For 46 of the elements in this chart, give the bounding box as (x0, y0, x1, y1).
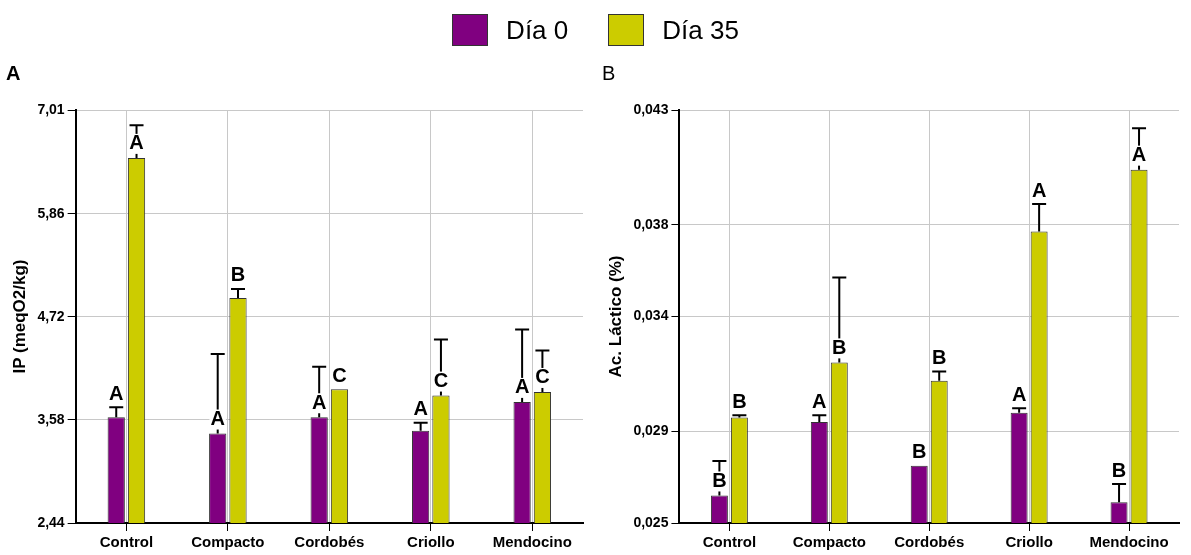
x-tick-label: Control (702, 533, 757, 551)
x-tick-label: Mendocino (492, 533, 572, 551)
data-label: B (732, 389, 747, 412)
y-axis-title: IP (meqO2/kg) (9, 259, 29, 374)
x-tick-label: Cordobés (294, 533, 365, 551)
data-label: A (210, 407, 225, 430)
data-label: C (332, 363, 347, 386)
data-label: A (514, 375, 530, 398)
y-tick-label: 5,86 (37, 204, 65, 221)
data-label: B (832, 335, 847, 358)
data-label: A (1131, 143, 1147, 166)
data-label: A (129, 131, 144, 154)
x-tick-label: Criollo (1005, 533, 1053, 551)
y-tick-label: 2,44 (37, 513, 65, 530)
y-tick-label: 3,58 (37, 410, 65, 427)
y-tick-label: 0,025 (633, 513, 669, 530)
y-tick-label: 0,038 (633, 215, 669, 232)
data-label: B (931, 346, 947, 369)
y-tick-label: 0,043 (633, 100, 669, 117)
data-label: A (413, 397, 428, 420)
data-label: B (912, 440, 927, 463)
x-tick-label: Compacto (191, 533, 265, 551)
data-label: A (311, 390, 327, 413)
data-label: A (1031, 178, 1047, 201)
chart-title: A (6, 61, 21, 84)
data-label: A (1011, 382, 1027, 405)
y-axis-title: Ac. Láctico (%) (605, 255, 625, 378)
chart-title: B (602, 61, 616, 84)
data-label: A (812, 389, 827, 412)
legend-label: Día 35 (662, 14, 739, 46)
x-tick-label: Compacto (792, 533, 866, 551)
data-label: B (1111, 458, 1127, 481)
x-tick-label: Control (99, 533, 154, 551)
x-tick-label: Mendocino (1089, 533, 1169, 551)
x-tick-label: Cordobés (894, 533, 965, 551)
y-tick-label: 4,72 (37, 307, 65, 324)
x-tick-label: Criollo (407, 533, 455, 551)
data-label: C (433, 369, 449, 392)
y-tick-label: 0,034 (633, 307, 669, 324)
data-label: A (109, 381, 124, 404)
data-label: B (712, 468, 727, 491)
data-label: C (535, 365, 550, 388)
legend-label: Día 0 (506, 14, 569, 46)
data-label: B (230, 263, 246, 286)
y-tick-label: 7,01 (37, 100, 65, 117)
y-tick-label: 0,029 (633, 422, 669, 439)
